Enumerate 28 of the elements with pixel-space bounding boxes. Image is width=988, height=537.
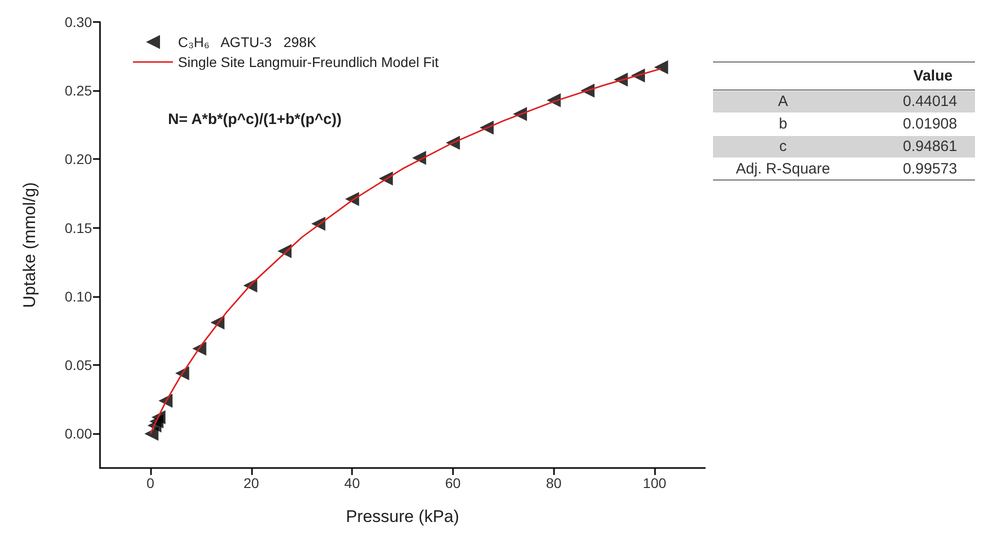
text: A: [778, 92, 788, 110]
text: c: [779, 138, 788, 155]
text: 0.44014: [902, 92, 958, 110]
x-axis-title: Pressure (kPa): [346, 507, 460, 526]
y-tick-label: 0.00: [64, 426, 92, 442]
x-tick-label: 20: [243, 475, 260, 491]
y-tick-label: 0.30: [64, 14, 92, 30]
text: Adj. R-Square: [736, 160, 830, 178]
x-tick-label: 80: [546, 475, 562, 491]
y-axis-title: Uptake (mmol/g): [20, 182, 39, 308]
y-tick-label: 0.10: [64, 288, 92, 304]
legend-label: Single Site Langmuir-Freundlich Model Fit: [178, 54, 439, 70]
x-tick-label: 60: [445, 475, 461, 491]
text: Value: [913, 68, 953, 84]
legend-label: C₃H₆ AGTU-3 298K: [178, 34, 317, 50]
x-tick-label: 0: [146, 475, 155, 491]
y-tick-label: 0.20: [64, 151, 92, 168]
x-tick-label: 100: [642, 475, 666, 491]
text: 0.94861: [902, 138, 958, 155]
point: [654, 60, 668, 74]
annotation: N= A*b*(p^c)/(1+b*(p^c)): [168, 111, 342, 128]
y-tick-label: 0.05: [64, 357, 92, 374]
x-tick-label: 40: [344, 475, 360, 491]
y-tick-label: 0.25: [64, 82, 92, 99]
text: 0.01908: [902, 115, 958, 132]
text: 0.99573: [902, 160, 958, 178]
text: b: [778, 115, 788, 132]
y-tick-label: 0.15: [64, 220, 92, 236]
